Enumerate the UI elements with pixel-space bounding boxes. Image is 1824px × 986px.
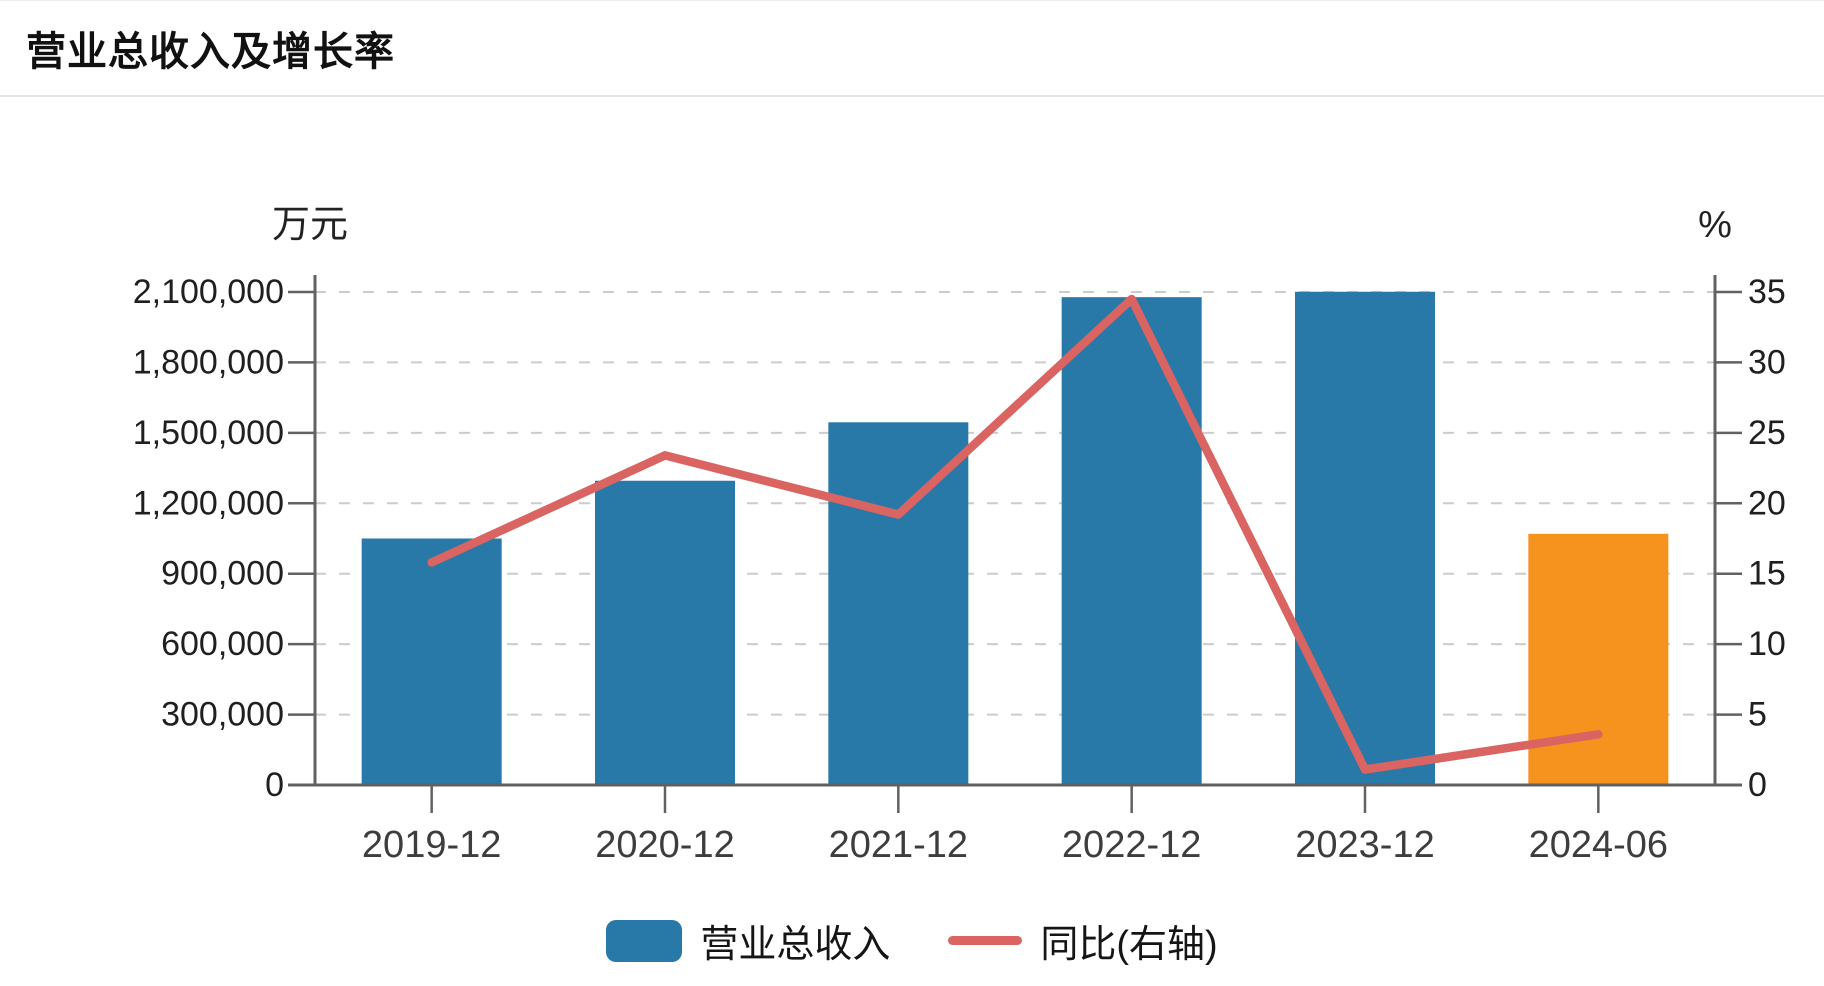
left-tick-label: 1,500,000 — [133, 414, 284, 452]
right-tick-label: 0 — [1748, 766, 1767, 804]
left-tick-label: 1,200,000 — [133, 484, 284, 522]
chart-title: 营业总收入及增长率 — [26, 30, 395, 74]
bar-2020-12[interactable] — [595, 480, 735, 785]
legend-label-revenue: 营业总收入 — [700, 924, 891, 966]
right-tick-label: 15 — [1748, 555, 1786, 593]
yoy-growth-line[interactable] — [427, 294, 1603, 774]
x-label-2022-12: 2022-12 — [1062, 824, 1201, 866]
left-tick-label: 2,100,000 — [133, 273, 284, 311]
page-header: 营业总收入及增长率 — [0, 1, 1824, 97]
bar-2021-12[interactable] — [828, 422, 969, 785]
right-tick-label: 35 — [1748, 273, 1786, 311]
left-tick-label: 1,800,000 — [133, 343, 284, 381]
right-tick-label: 30 — [1748, 343, 1786, 381]
left-tick-label: 0 — [265, 766, 284, 804]
bar-2022-12[interactable] — [1061, 297, 1202, 785]
x-label-2023-12: 2023-12 — [1295, 824, 1434, 866]
x-label-2021-12: 2021-12 — [829, 824, 968, 866]
right-tick-label: 10 — [1748, 625, 1786, 663]
legend-item-yoy[interactable]: 同比(右轴) — [948, 913, 1218, 968]
left-tick-label: 300,000 — [161, 696, 284, 734]
bar-2019-12[interactable] — [361, 538, 502, 786]
right-axis-unit: % — [1698, 204, 1732, 246]
right-tick-label: 20 — [1748, 484, 1786, 522]
bar-2023-12[interactable] — [1295, 291, 1435, 785]
x-label-2019-12: 2019-12 — [362, 824, 501, 866]
legend-item-revenue[interactable]: 营业总收入 — [606, 913, 890, 968]
left-axis-unit: 万元 — [272, 204, 348, 246]
right-tick-label: 25 — [1748, 414, 1786, 452]
x-label-2024-06: 2024-06 — [1529, 824, 1668, 866]
bar-2024-06[interactable] — [1528, 533, 1669, 785]
right-tick-label: 5 — [1748, 696, 1767, 734]
line-series-swatch-icon — [948, 936, 1023, 945]
legend-label-yoy: 同比(右轴) — [1040, 924, 1218, 966]
left-tick-label: 900,000 — [161, 555, 284, 593]
bar-series-swatch-icon — [606, 919, 683, 962]
x-label-2020-12: 2020-12 — [595, 824, 734, 866]
chart-legend: 营业总收入 同比(右轴) — [0, 879, 1824, 968]
left-tick-label: 600,000 — [161, 625, 284, 663]
